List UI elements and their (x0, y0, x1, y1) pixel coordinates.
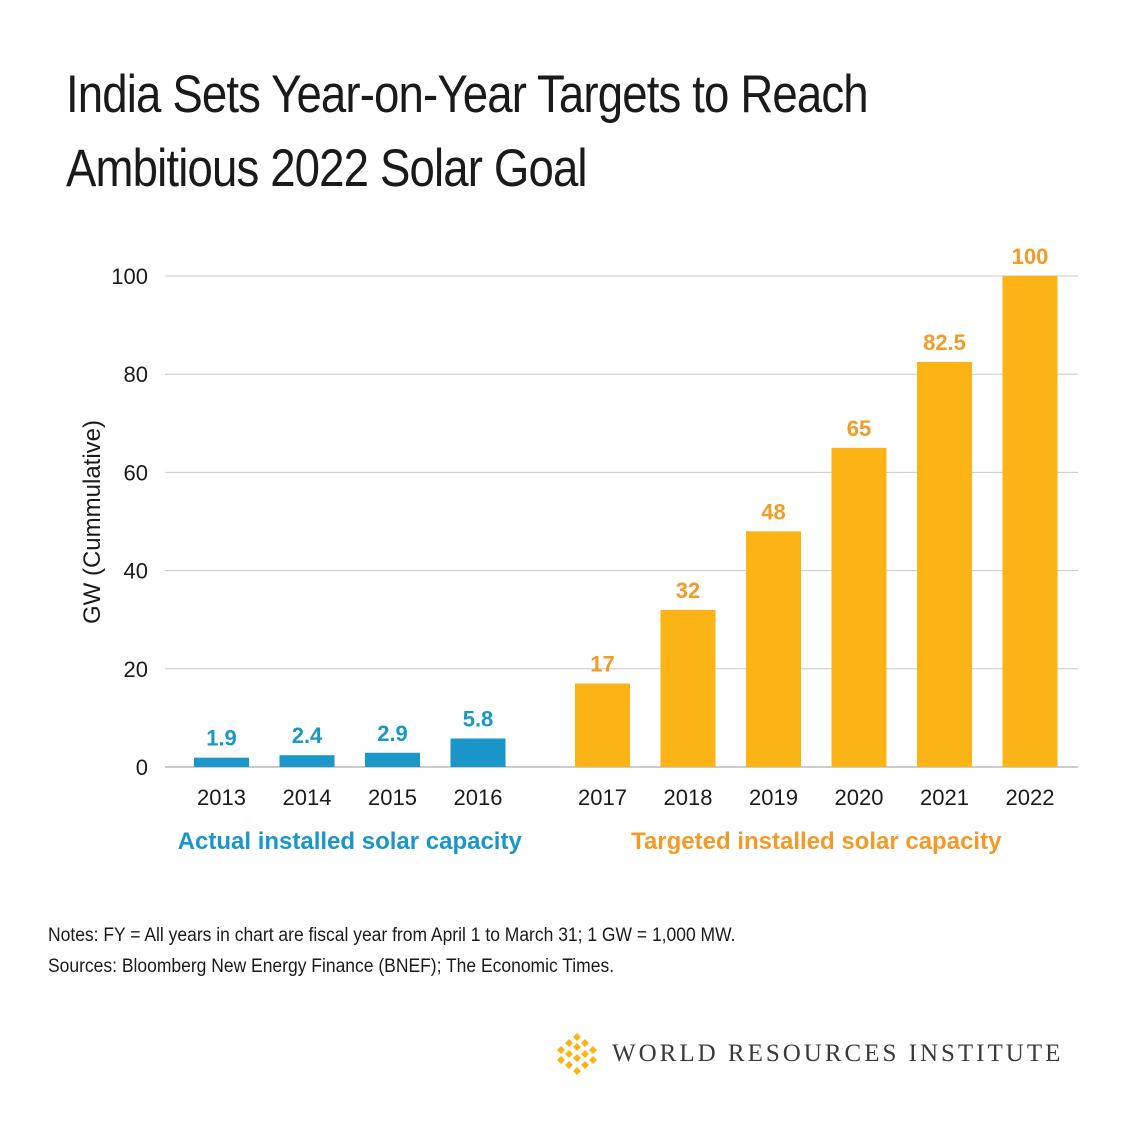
bar-2014 (279, 755, 335, 767)
series-labels: Actual installed solar capacity Targeted … (178, 828, 1002, 855)
x-tick-label-2013: 2013 (197, 785, 246, 810)
x-tick-label-2020: 2020 (835, 785, 884, 810)
notes-text: Notes: FY = All years in chart are fisca… (48, 925, 736, 946)
chart-title-line-1: India Sets Year-on-Year Targets to Reach (66, 65, 869, 124)
chart-title-line-2: Ambitious 2022 Solar Goal (66, 139, 588, 198)
y-tick-label: 0 (136, 755, 148, 780)
x-axis: 2013 2014 2015 2016 2017 2018 2019 2020 2021 2022 (197, 785, 1054, 810)
bar-2017 (575, 683, 630, 767)
value-label-2019: 48 (761, 499, 785, 524)
value-label-2020: 65 (847, 416, 871, 441)
x-tick-label-2022: 2022 (1006, 785, 1055, 810)
bar-chart: 0 20 40 60 80 100 GW (Cummulative) 1.9 2.4 2.9 5.… (79, 244, 1078, 855)
x-tick-label-2016: 2016 (454, 785, 503, 810)
bar-2022 (1002, 276, 1058, 767)
y-tick-label: 40 (124, 559, 148, 584)
bars (194, 276, 1058, 767)
x-tick-label-2018: 2018 (664, 785, 713, 810)
x-tick-label-2017: 2017 (578, 785, 627, 810)
footnotes: Notes: FY = All years in chart are fisca… (48, 920, 735, 982)
brand-footer: WORLD RESOURCES INSTITUTE (554, 1030, 1063, 1078)
data-labels: 1.9 2.4 2.9 5.8 17 32 48 65 82.5 100 (206, 244, 1048, 751)
value-label-2017: 17 (590, 652, 614, 677)
bar-2016 (450, 738, 506, 767)
bar-2021 (917, 361, 972, 767)
value-label-2016: 5.8 (463, 707, 494, 732)
value-label-2013: 1.9 (206, 726, 237, 751)
y-tick-label: 20 (124, 657, 148, 682)
y-tick-label: 80 (124, 362, 148, 387)
bar-2019 (746, 531, 801, 767)
sources-text: Sources: Bloomberg New Energy Finance (B… (48, 956, 615, 977)
y-axis-title: GW (Cummulative) (79, 420, 106, 624)
bar-2020 (831, 447, 887, 767)
value-label-2022: 100 (1012, 244, 1049, 269)
value-label-2021: 82.5 (923, 330, 966, 355)
x-tick-label-2014: 2014 (283, 785, 332, 810)
x-tick-label-2019: 2019 (749, 785, 798, 810)
y-axis: 0 20 40 60 80 100 GW (Cummulative) (79, 264, 148, 780)
y-tick-label: 60 (124, 460, 148, 485)
y-tick-label: 100 (111, 264, 148, 289)
series-label-target: Targeted installed solar capacity (631, 828, 1002, 855)
brand-name: WORLD RESOURCES INSTITUTE (612, 1040, 1064, 1067)
bar-2013 (194, 757, 249, 767)
chart-title: India Sets Year-on-Year Targets to Reach… (66, 58, 935, 206)
value-label-2018: 32 (676, 578, 700, 603)
x-tick-label-2021: 2021 (920, 785, 969, 810)
x-tick-label-2015: 2015 (368, 785, 417, 810)
wri-lattice-logo-icon (557, 1033, 597, 1075)
value-label-2015: 2.9 (377, 721, 408, 746)
bar-2015 (365, 752, 420, 767)
value-label-2014: 2.4 (292, 723, 323, 748)
bar-2018 (660, 609, 716, 767)
series-label-actual: Actual installed solar capacity (178, 828, 523, 855)
